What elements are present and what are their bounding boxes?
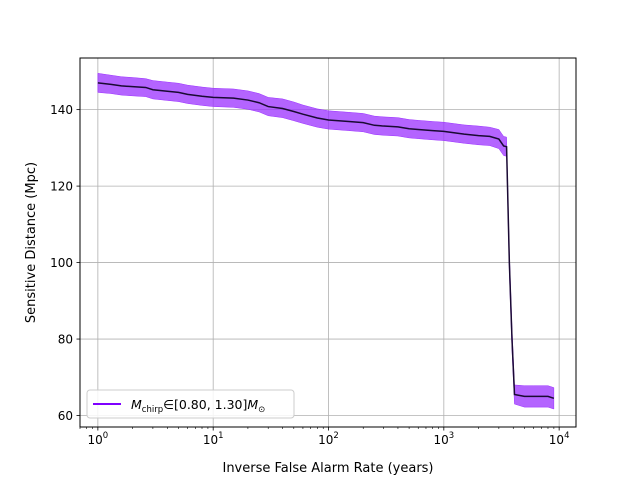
legend-label: Mchirp∈[0.80, 1.30]M⊙ [131,397,265,415]
y-tick-label: 120 [50,180,73,194]
legend-box [86,389,295,419]
series-layer [97,73,555,410]
y-tick-label: 140 [50,103,73,117]
y-tick-label: 80 [58,333,73,347]
y-axis-ticks: 60 80 100 120 140 [50,103,80,423]
legend: Mchirp∈[0.80, 1.30]M⊙ [86,389,295,419]
y-tick-label: 60 [58,409,73,423]
y-axis-label: Sensitive Distance (Mpc) [24,162,39,323]
series-line [97,82,555,400]
x-axis-label: Inverse False Alarm Rate (years) [222,461,433,476]
y-tick-label: 100 [50,256,73,270]
confidence-band [97,73,555,410]
axes-frame [79,57,577,428]
